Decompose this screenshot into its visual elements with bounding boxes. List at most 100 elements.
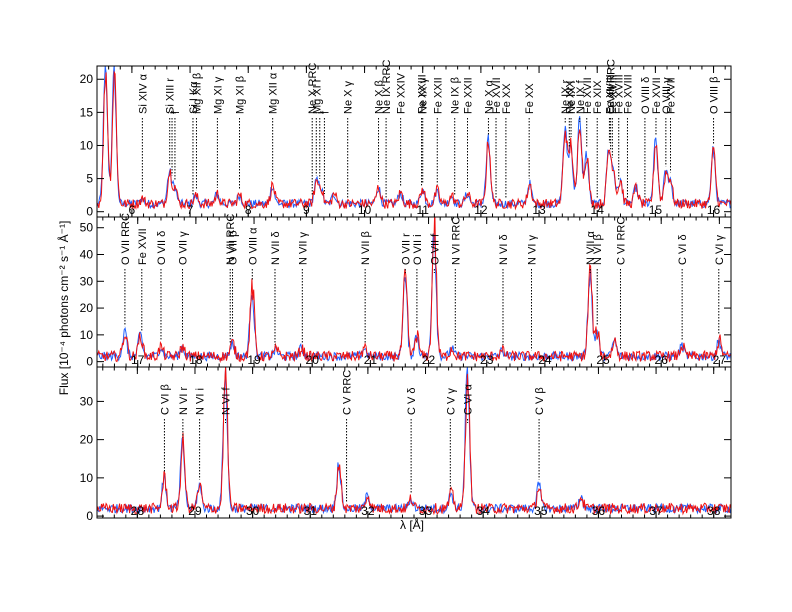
x-tick-label: 18 — [189, 353, 203, 367]
line-id-label: Mg XI r — [311, 78, 323, 114]
y-tick-label: 0 — [86, 509, 93, 523]
line-id-label: O VIII α — [247, 227, 259, 265]
x-tick-label: 17 — [131, 353, 145, 367]
line-id-label: N VI i — [195, 388, 207, 415]
x-tick-label: 13 — [532, 203, 546, 217]
x-tick-label: 7 — [187, 203, 194, 217]
x-axis-label: λ [Å] — [400, 517, 424, 532]
line-id-label: Ne IX RRC — [381, 60, 393, 114]
line-id-label: N VI γ — [526, 235, 538, 265]
x-tick-label: 34 — [476, 504, 490, 518]
x-tick-label: 20 — [306, 353, 320, 367]
line-id-label: f — [170, 110, 182, 114]
x-tick-label: 25 — [596, 353, 610, 367]
x-tick-label: 28 — [131, 504, 145, 518]
x-tick-label: 30 — [246, 504, 260, 518]
line-id-label: O VIII δ — [640, 77, 652, 114]
line-id-label: C VI δ — [677, 234, 689, 265]
x-tick-label: 27 — [713, 353, 727, 367]
x-tick-label: 8 — [245, 203, 252, 217]
x-tick-label: 24 — [538, 353, 552, 367]
x-tick-label: 33 — [419, 504, 433, 518]
x-tick-label: 35 — [534, 504, 548, 518]
line-id-label: i — [167, 112, 179, 114]
line-id-label: O VII i — [412, 234, 424, 265]
line-id-label: O VIII β — [709, 76, 721, 114]
x-tick-label: 12 — [474, 203, 488, 217]
x-tick-label: 14 — [591, 203, 605, 217]
line-id-label: N VI δ — [498, 234, 510, 265]
y-tick-label: 30 — [80, 274, 94, 288]
line-id-label: O VII RRC — [120, 213, 132, 265]
line-id-label: f — [319, 110, 331, 114]
line-id-label: Mg XI γ — [212, 76, 224, 114]
line-id-label: C V RRC — [342, 370, 354, 415]
y-tick-label: 0 — [86, 355, 93, 369]
line-id-label: C VI β — [159, 384, 171, 415]
line-id-label: Fe XX — [501, 83, 513, 114]
line-id-label: O VII f — [429, 233, 441, 265]
x-tick-label: 10 — [358, 203, 372, 217]
chart-panels: 6 7 8 9 10 11 12 13 14 15 16 0 5 10 15 20 Si XIV α Si XII… — [80, 59, 732, 523]
line-id-label: Ne X γ — [343, 80, 355, 114]
line-id-label: Fe XVIII — [607, 74, 619, 114]
x-tick-label: 6 — [129, 203, 136, 217]
line-id-label: Ne X α — [483, 79, 495, 114]
y-tick-label: 5 — [86, 172, 93, 186]
y-tick-label: 20 — [80, 433, 94, 447]
line-id-label: N VII γ — [297, 231, 309, 265]
panel-1: 6 7 8 9 10 11 12 13 14 15 16 0 5 10 15 20 Si XIV α Si XII… — [80, 59, 732, 219]
x-tick-label: 19 — [247, 353, 261, 367]
line-id-label: C VI RRC — [615, 217, 627, 265]
panel-2: 17 18 19 20 21 22 23 24 25 26 27 0 10 20 30 40 50 O VII R… — [80, 213, 732, 369]
line-id-label: Fe XVIII — [622, 74, 634, 114]
line-id-label: C V δ — [406, 387, 418, 415]
line-id-label: O VII γ — [178, 231, 190, 265]
line-id-label: Fe XVIII — [614, 74, 626, 114]
panel-3: 28 29 30 31 32 33 34 35 36 37 38 0 10 20 30 C VI β N VI … — [80, 366, 732, 523]
line-id-label: O VIII RRC — [606, 59, 618, 114]
x-tick-label: 11 — [416, 203, 429, 217]
x-tick-label: 26 — [655, 353, 669, 367]
x-tick-label: 37 — [649, 504, 663, 518]
line-id-label: Fe XVII — [491, 77, 503, 114]
line-id-label: N VI RRC — [450, 217, 462, 265]
line-id-label: Fe XXIV — [396, 72, 408, 114]
y-tick-label: 10 — [80, 328, 94, 342]
x-tick-label: 31 — [304, 504, 318, 518]
x-tick-label: 16 — [707, 203, 721, 217]
line-id-label: Fe XVII — [651, 77, 663, 114]
line-id-label: Fe XVII — [582, 77, 594, 114]
x-tick-label: 23 — [480, 353, 494, 367]
line-id-label: Fe XVIII — [604, 74, 616, 114]
line-id-label: Ne IX β — [450, 77, 462, 114]
spectrum-blue-panel-1 — [97, 66, 731, 210]
line-id-label: O VIII γ — [661, 77, 673, 114]
x-tick-label: 32 — [361, 504, 375, 518]
y-tick-label: 10 — [80, 138, 94, 152]
y-tick-label: 30 — [80, 394, 94, 408]
line-id-label: Fe XIX — [564, 80, 576, 114]
line-id-label: Ne IX γ — [418, 77, 430, 114]
line-id-label: Fe XXII — [463, 77, 475, 114]
y-axis-label: Flux [10⁻⁴ photons cm⁻² s⁻¹ Å⁻¹] — [56, 221, 71, 396]
line-id-label: N VII β — [360, 231, 372, 265]
line-id-label: O VII δ — [156, 231, 168, 265]
line-id-label: C V γ — [445, 388, 457, 415]
spectrum-red-panel-1 — [97, 70, 731, 211]
x-tick-label: 15 — [649, 203, 663, 217]
line-id-label: Mg XII β — [191, 73, 203, 114]
line-id-label: Ne IX i — [566, 81, 578, 114]
line-id-label: N VII RRC — [225, 214, 237, 265]
x-tick-label: 29 — [188, 504, 202, 518]
x-tick-label: 21 — [364, 353, 378, 367]
y-tick-label: 20 — [80, 72, 94, 86]
line-id-label: N VI r — [178, 387, 190, 415]
line-id-label: Fe XVII — [666, 77, 678, 114]
line-id-label: Fe XXIII — [417, 74, 429, 114]
line-id-label: N VII δ — [270, 231, 282, 265]
line-id-label: i — [315, 112, 327, 114]
line-id-label: O VII β — [228, 231, 240, 265]
line-id-label: Mg XII α — [268, 72, 280, 114]
